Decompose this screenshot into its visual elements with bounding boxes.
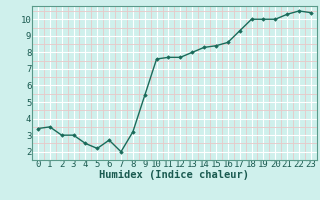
X-axis label: Humidex (Indice chaleur): Humidex (Indice chaleur) — [100, 170, 249, 180]
